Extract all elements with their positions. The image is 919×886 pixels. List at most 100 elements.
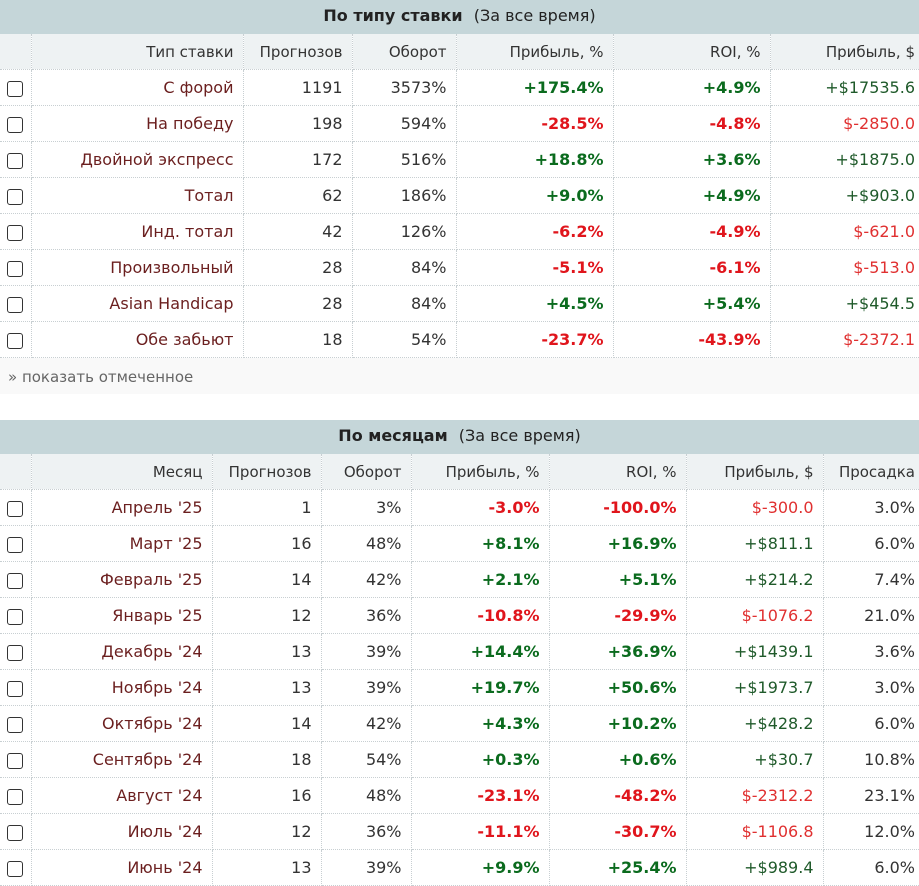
row-checkbox-cell bbox=[0, 69, 32, 106]
month-name: Март '25 bbox=[31, 525, 213, 562]
profit-percent: -5.1% bbox=[456, 249, 614, 286]
turnover: 84% bbox=[352, 249, 457, 286]
profit-usd: $-300.0 bbox=[686, 489, 824, 526]
column-header-profit-pct[interactable]: Прибыль, % bbox=[456, 34, 614, 70]
column-header-turnover[interactable]: Оборот bbox=[321, 454, 412, 490]
turnover: 84% bbox=[352, 285, 457, 322]
row-checkbox-cell bbox=[0, 177, 32, 214]
drawdown: 3.0% bbox=[823, 489, 919, 526]
roi: +25.4% bbox=[549, 849, 687, 886]
month-name: Июль '24 bbox=[31, 813, 213, 850]
checkbox-icon[interactable] bbox=[7, 80, 24, 97]
roi: -4.8% bbox=[613, 105, 771, 142]
row-checkbox-cell bbox=[0, 561, 32, 598]
column-header-roi[interactable]: ROI, % bbox=[613, 34, 771, 70]
profit-percent: +2.1% bbox=[411, 561, 550, 598]
column-header-profit-usd[interactable]: Прибыль, $ bbox=[770, 34, 919, 70]
checkbox-icon[interactable] bbox=[7, 680, 24, 697]
profit-percent: -3.0% bbox=[411, 489, 550, 526]
turnover: 48% bbox=[321, 525, 412, 562]
roi: -43.9% bbox=[613, 321, 771, 358]
checkbox-icon[interactable] bbox=[7, 752, 24, 769]
table-row: Июнь '24 13 39% +9.9% +25.4% +$989.4 6.0% bbox=[0, 849, 919, 886]
column-header-count[interactable]: Прогнозов bbox=[243, 34, 353, 70]
checkbox-icon[interactable] bbox=[7, 116, 24, 133]
roi: -4.9% bbox=[613, 213, 771, 250]
table-row: Декабрь '24 13 39% +14.4% +36.9% +$1439.1 3.6% bbox=[0, 633, 919, 670]
table-row: Asian Handicap 28 84% +4.5% +5.4% +$454.5 bbox=[0, 285, 919, 322]
turnover: 39% bbox=[321, 669, 412, 706]
table-row: Апрель '25 1 3% -3.0% -100.0% $-300.0 3.0% bbox=[0, 489, 919, 526]
profit-usd: $-2850.0 bbox=[770, 105, 919, 142]
profit-usd: +$903.0 bbox=[770, 177, 919, 214]
row-checkbox-cell bbox=[0, 633, 32, 670]
drawdown: 6.0% bbox=[823, 705, 919, 742]
roi: -29.9% bbox=[549, 597, 687, 634]
column-header-profit-pct[interactable]: Прибыль, % bbox=[411, 454, 550, 490]
table-row: Ноябрь '24 13 39% +19.7% +50.6% +$1973.7 3.0% bbox=[0, 669, 919, 706]
profit-usd: +$1439.1 bbox=[686, 633, 824, 670]
drawdown: 7.4% bbox=[823, 561, 919, 598]
column-header-bet-type[interactable]: Тип ставки bbox=[31, 34, 244, 70]
checkbox-icon[interactable] bbox=[7, 860, 24, 877]
month-name: Сентябрь '24 bbox=[31, 741, 213, 778]
roi: -6.1% bbox=[613, 249, 771, 286]
column-header-count[interactable]: Прогнозов bbox=[212, 454, 322, 490]
checkbox-column-header bbox=[0, 454, 32, 490]
checkbox-icon[interactable] bbox=[7, 716, 24, 733]
table-row: Август '24 16 48% -23.1% -48.2% $-2312.2 23.1% bbox=[0, 777, 919, 814]
checkbox-icon[interactable] bbox=[7, 296, 24, 313]
profit-percent: -23.7% bbox=[456, 321, 614, 358]
profit-usd: +$30.7 bbox=[686, 741, 824, 778]
checkbox-icon[interactable] bbox=[7, 260, 24, 277]
roi: +50.6% bbox=[549, 669, 687, 706]
profit-percent: +19.7% bbox=[411, 669, 550, 706]
checkbox-icon[interactable] bbox=[7, 788, 24, 805]
column-header-drawdown[interactable]: Просадка bbox=[823, 454, 919, 490]
month-section-period: (За все время) bbox=[458, 426, 581, 445]
table-row: Сентябрь '24 18 54% +0.3% +0.6% +$30.7 10.8% bbox=[0, 741, 919, 778]
profit-usd: +$811.1 bbox=[686, 525, 824, 562]
column-header-profit-usd[interactable]: Прибыль, $ bbox=[686, 454, 824, 490]
checkbox-icon[interactable] bbox=[7, 536, 24, 553]
month-name: Декабрь '24 bbox=[31, 633, 213, 670]
bet-type-table: Тип ставки Прогнозов Оборот Прибыль, % R… bbox=[0, 34, 919, 358]
turnover: 48% bbox=[321, 777, 412, 814]
checkbox-icon[interactable] bbox=[7, 824, 24, 841]
checkbox-icon[interactable] bbox=[7, 608, 24, 625]
checkbox-icon[interactable] bbox=[7, 332, 24, 349]
turnover: 126% bbox=[352, 213, 457, 250]
bet-type-name: Обе забьют bbox=[31, 321, 244, 358]
table-row: С форой 1191 3573% +175.4% +4.9% +$17535.6 bbox=[0, 69, 919, 106]
checkbox-icon[interactable] bbox=[7, 152, 24, 169]
drawdown: 10.8% bbox=[823, 741, 919, 778]
checkbox-icon[interactable] bbox=[7, 644, 24, 661]
bet-type-section-period: (За все время) bbox=[473, 6, 596, 25]
row-checkbox-cell bbox=[0, 525, 32, 562]
checkbox-icon[interactable] bbox=[7, 224, 24, 241]
turnover: 39% bbox=[321, 633, 412, 670]
checkbox-icon[interactable] bbox=[7, 500, 24, 517]
checkbox-icon[interactable] bbox=[7, 188, 24, 205]
column-header-month[interactable]: Месяц bbox=[31, 454, 213, 490]
table-row: Июль '24 12 36% -11.1% -30.7% $-1106.8 12.0% bbox=[0, 813, 919, 850]
bet-type-name: Произвольный bbox=[31, 249, 244, 286]
forecast-count: 14 bbox=[212, 705, 322, 742]
table-row: Инд. тотал 42 126% -6.2% -4.9% $-621.0 bbox=[0, 213, 919, 250]
column-header-turnover[interactable]: Оборот bbox=[352, 34, 457, 70]
month-name: Июнь '24 bbox=[31, 849, 213, 886]
profit-percent: +4.5% bbox=[456, 285, 614, 322]
row-checkbox-cell bbox=[0, 777, 32, 814]
forecast-count: 62 bbox=[243, 177, 353, 214]
checkbox-icon[interactable] bbox=[7, 572, 24, 589]
show-checked-link[interactable]: » показать отмеченное bbox=[0, 358, 919, 394]
row-checkbox-cell bbox=[0, 669, 32, 706]
profit-percent: -28.5% bbox=[456, 105, 614, 142]
checkbox-column-header bbox=[0, 34, 32, 70]
profit-usd: $-1106.8 bbox=[686, 813, 824, 850]
drawdown: 23.1% bbox=[823, 777, 919, 814]
table-row: Февраль '25 14 42% +2.1% +5.1% +$214.2 7.4% bbox=[0, 561, 919, 598]
bet-type-section-title: По типу ставки bbox=[323, 6, 463, 25]
bet-type-name: С форой bbox=[31, 69, 244, 106]
column-header-roi[interactable]: ROI, % bbox=[549, 454, 687, 490]
